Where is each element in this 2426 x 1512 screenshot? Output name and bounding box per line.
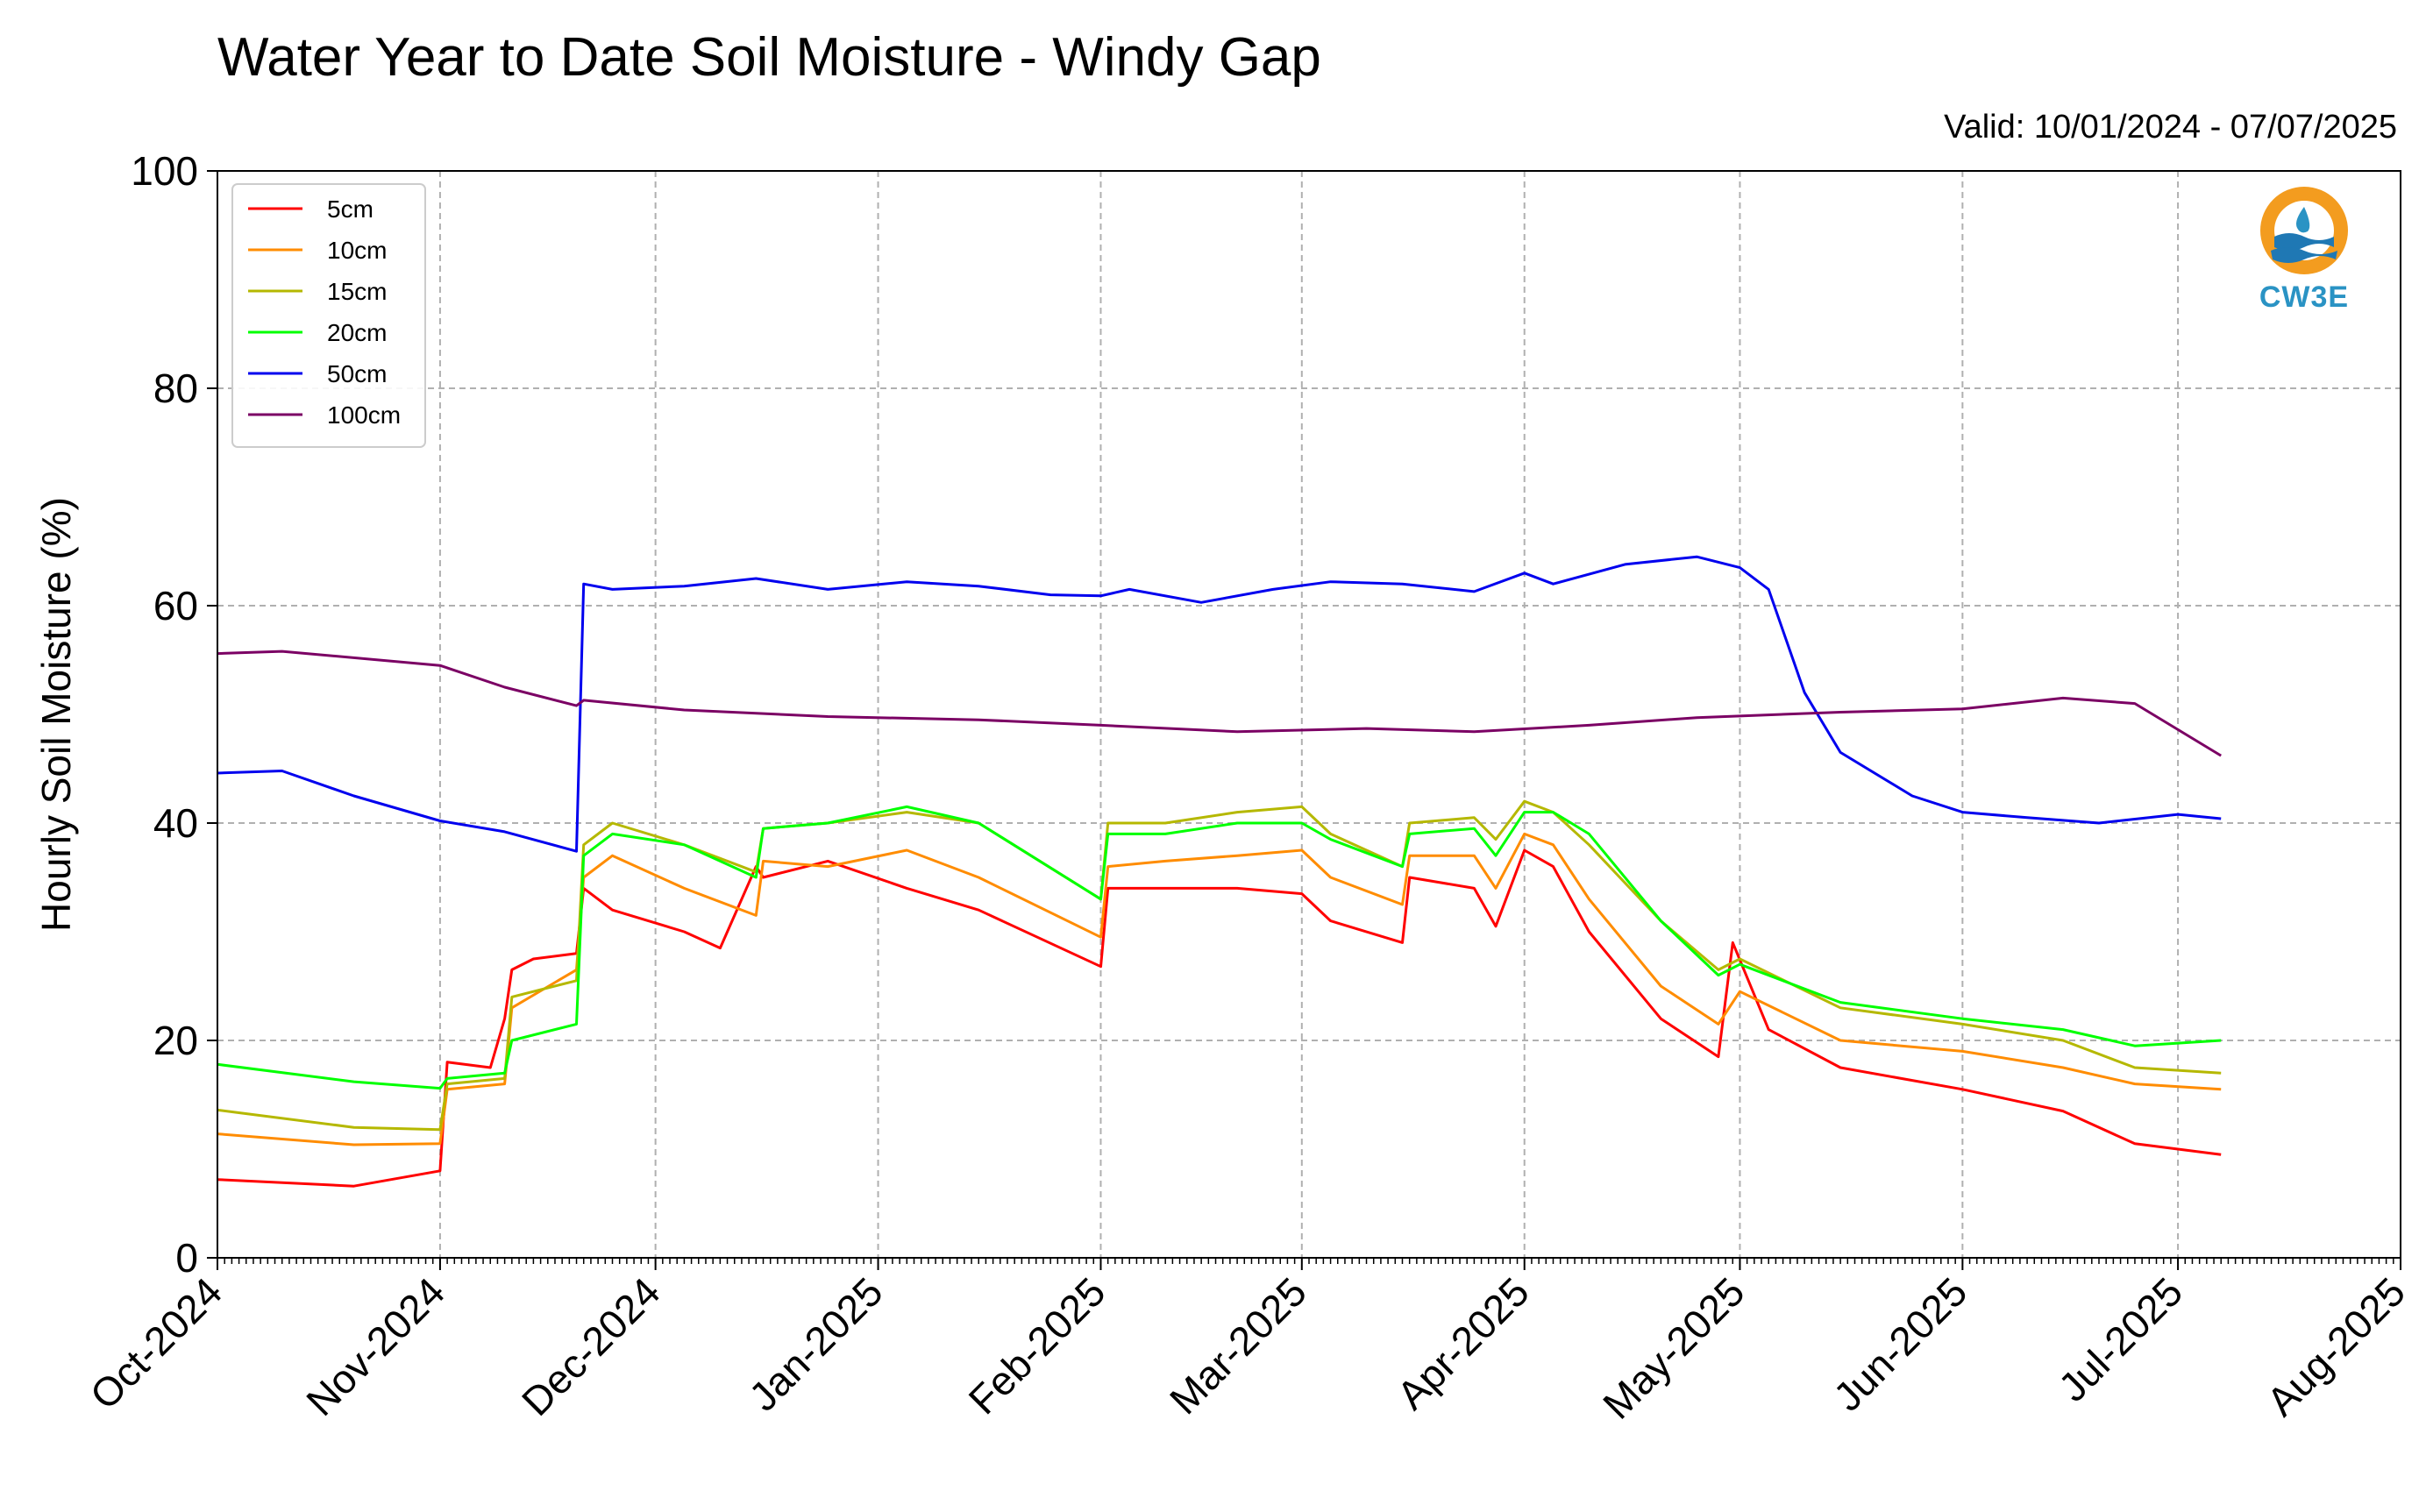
x-tick-label: Oct-2024	[82, 1268, 231, 1418]
x-tick-label: Mar-2025	[1161, 1268, 1315, 1423]
x-tick-label: Jan-2025	[740, 1268, 891, 1419]
y-tick-label: 80	[153, 366, 198, 411]
valid-date-range: Valid: 10/01/2024 - 07/07/2025	[1944, 109, 2397, 146]
series-lines	[217, 555, 2222, 1188]
series-line-50cm	[217, 555, 2222, 853]
x-tick-label: Jul-2025	[2050, 1268, 2192, 1410]
grid-lines	[217, 171, 2401, 1258]
cw3e-logo-icon	[2260, 187, 2348, 274]
cw3e-logo: CW3E	[2252, 182, 2357, 323]
legend-label: 50cm	[327, 360, 387, 387]
series-line-5cm	[217, 848, 2222, 1188]
series-line-10cm	[217, 832, 2222, 1146]
x-tick-label: Nov-2024	[297, 1268, 453, 1424]
y-tick-label: 60	[153, 583, 198, 628]
legend-label: 10cm	[327, 237, 387, 264]
plot-frame	[217, 170, 2401, 1259]
x-tick-label: Jun-2025	[1825, 1268, 1975, 1419]
series-line-20cm	[217, 805, 2222, 1090]
chart-title: Water Year to Date Soil Moisture - Windy…	[217, 27, 1321, 88]
x-tick-label: Feb-2025	[960, 1268, 1114, 1423]
axes: 0 20 40 60 80 100 Oct-2024 Nov-2024 Dec-2024 Jan-…	[82, 148, 2415, 1428]
legend-label: 15cm	[327, 278, 387, 305]
x-tick-label: May-2025	[1594, 1268, 1753, 1427]
legend-label: 20cm	[327, 319, 387, 346]
legend-label: 100cm	[327, 401, 401, 429]
legend-label: 5cm	[327, 195, 374, 223]
series-line-100cm	[217, 650, 2222, 757]
x-tick-label: Dec-2024	[513, 1268, 669, 1424]
x-tick-label: Aug-2025	[2258, 1268, 2414, 1424]
legend: 5cm 10cm 15cm 20cm 50cm 100cm	[231, 183, 426, 448]
y-tick-label: 0	[175, 1235, 198, 1281]
y-tick-label: 40	[153, 800, 198, 846]
y-tick-label: 20	[153, 1018, 198, 1063]
y-axis-label: Hourly Soil Moisture (%)	[33, 497, 79, 932]
y-tick-label: 100	[131, 148, 198, 194]
x-tick-label: Apr-2025	[1388, 1268, 1538, 1418]
series-line-15cm	[217, 799, 2222, 1132]
cw3e-logo-text: CW3E	[2259, 280, 2350, 314]
